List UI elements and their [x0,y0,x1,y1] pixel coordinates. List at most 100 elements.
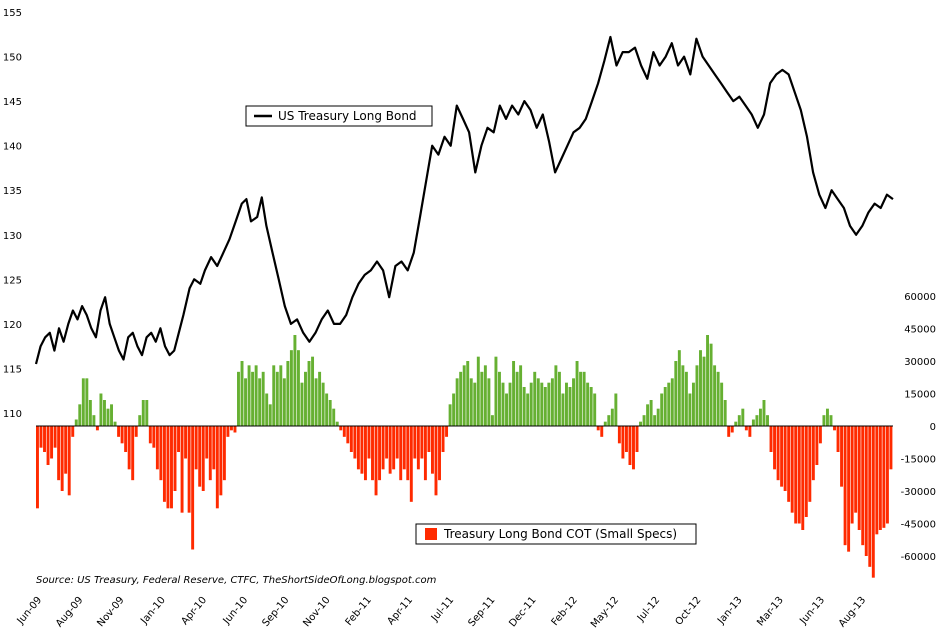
cot-bar [367,426,371,459]
cot-bar [727,426,731,437]
cot-bar [529,382,533,426]
cot-bar [762,400,766,426]
x-tick-label: Sep-11 [466,595,497,629]
cot-bar [363,426,367,481]
cot-bar [621,426,625,459]
cot-bar [864,426,868,556]
bond-price-line [34,35,894,365]
cot-bar [60,426,64,491]
cot-bar [857,426,861,530]
x-tick-label: Apr-10 [179,595,209,627]
cot-bar [138,415,142,426]
cot-bar [325,393,329,426]
cot-bar [773,426,777,470]
cot-bar [166,426,170,509]
cot-bar [402,426,406,470]
cot-bar [455,378,459,426]
cot-bar [78,404,82,426]
cot-bar [36,426,39,509]
cot-bar [822,415,826,426]
cot-bar [713,365,717,426]
cot-bar [550,378,554,426]
cot-bar [434,426,438,496]
cot-bar [494,356,498,426]
cot-bar [177,426,180,452]
cot-bar [751,419,755,426]
cot-bar [600,426,604,437]
cot-bar [561,393,565,426]
cot-bar [148,426,152,444]
cot-bar [543,387,547,426]
cot-bar [579,371,583,426]
cot-bar [272,365,276,426]
cot-bar [808,426,812,502]
cot-bar [409,426,413,502]
cot-bar [141,400,145,426]
cot-bar [201,426,205,491]
cot-bar [617,426,621,444]
cot-bar [847,426,851,552]
cot-bar [720,382,724,426]
cot-bar [706,335,710,426]
cot-bar [131,426,135,481]
left-tick-label: 115 [3,364,22,375]
cot-bar [219,426,223,496]
cot-bar [441,426,445,452]
cot-bar [311,356,315,426]
cot-bar [512,361,516,426]
cot-bar [282,378,286,426]
source-note: Source: US Treasury, Federal Reserve, CT… [36,575,437,586]
x-tick-label: Sep-10 [260,595,291,629]
cot-bar [505,393,508,426]
cot-bar [526,393,530,426]
cot-bar [43,426,46,452]
cot-bar [624,426,628,452]
cot-bar [663,387,667,426]
cot-bar [275,371,279,426]
cot-bar [258,378,262,426]
cot-bar [321,382,325,426]
cot-bar [385,426,389,459]
cot-bar [734,421,738,426]
cot-bar [152,426,156,448]
cot-bar [794,426,798,524]
cot-bar [194,426,198,470]
right-tick-label: 0 [930,422,936,433]
legend-bar: Treasury Long Bond COT (Small Specs) [415,523,697,545]
cot-bar [758,408,762,426]
cot-bar [787,426,791,502]
cot-bar [67,426,71,496]
x-tick-label: Jun-13 [797,595,827,627]
cot-bar [783,426,787,491]
cot-bar [878,426,882,530]
cot-bar [854,426,858,513]
cot-bar [88,400,92,426]
cot-bar [420,426,424,459]
right-tick-label: -30000 [901,487,936,498]
cot-bar [882,426,886,528]
cot-bar [307,361,311,426]
cot-bar [233,426,237,433]
cot-bar [296,350,300,426]
left-tick-label: 135 [3,186,22,197]
cot-bar [431,426,434,474]
cot-bar [395,426,399,459]
cot-bar [240,361,244,426]
cot-bar [709,343,713,426]
cot-bar [423,426,427,481]
cot-bar [155,426,159,470]
cot-bar [279,365,283,426]
cot-bar [818,426,822,444]
legend-line: US Treasury Long Bond [245,105,433,127]
cot-bar [469,378,473,426]
cot-bar [836,426,840,452]
cot-bar [360,426,364,474]
cot-bar [483,365,487,426]
cot-bar [723,400,727,426]
cot-bar [681,365,685,426]
x-tick-label: Jul-12 [635,595,662,625]
x-tick-label: Aug-13 [837,595,868,630]
cot-bar [110,404,113,426]
cot-bar [99,393,103,426]
